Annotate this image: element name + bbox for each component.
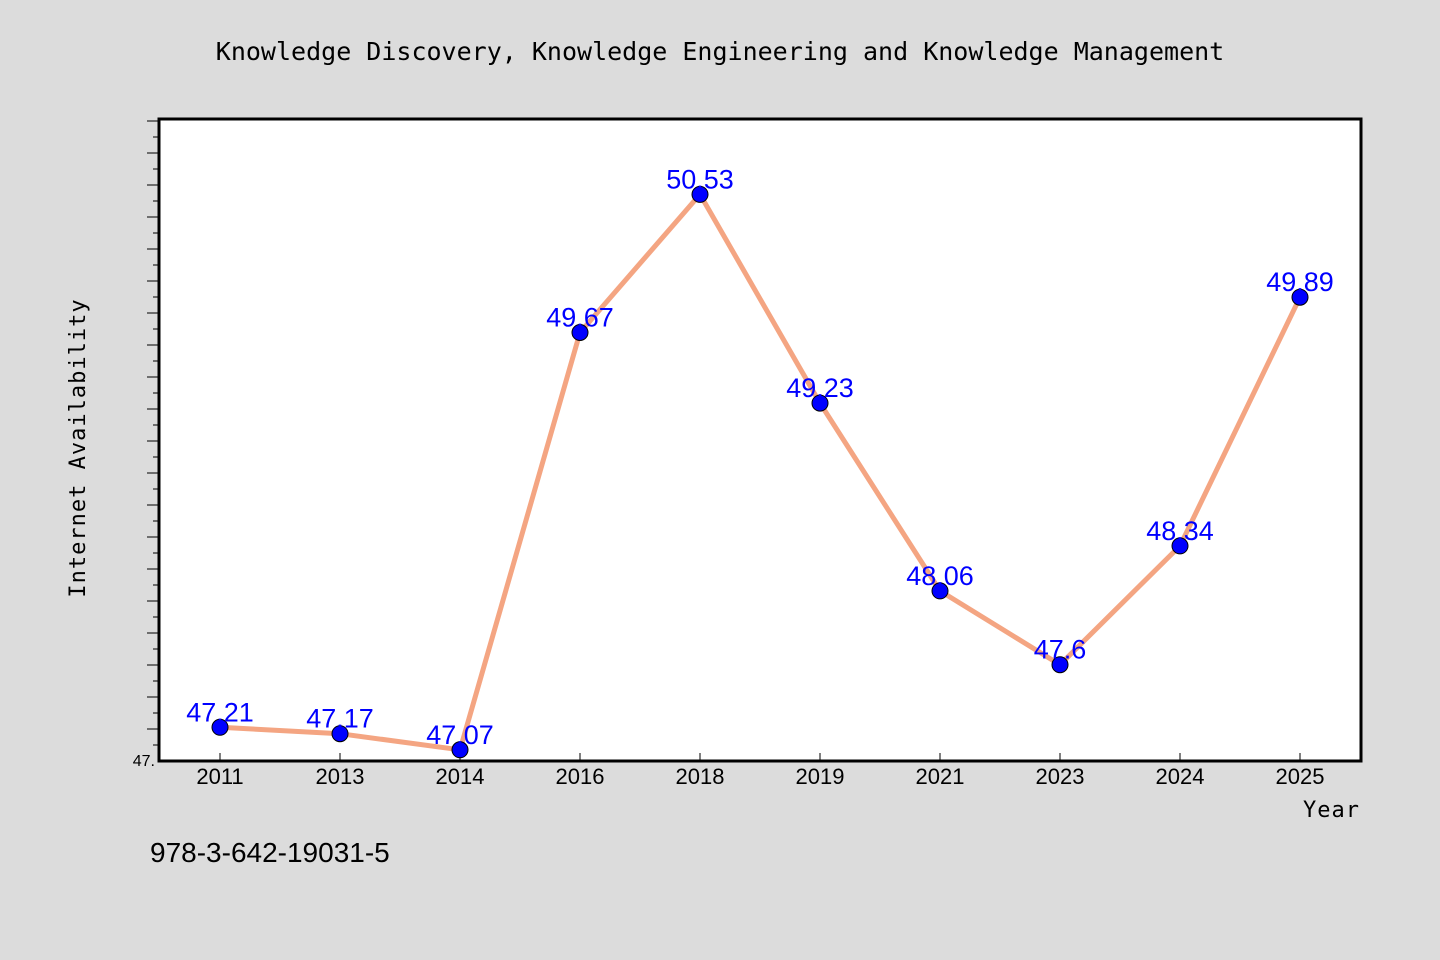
x-axis-label: Year [1303, 798, 1360, 823]
data-point [1051, 656, 1069, 674]
data-label: 48.34 [1146, 516, 1214, 546]
x-tick-label: 2018 [676, 764, 725, 789]
chart-title: Knowledge Discovery, Knowledge Engineeri… [216, 37, 1224, 66]
data-point [451, 741, 469, 759]
data-point [1171, 537, 1189, 555]
x-tick-label: 2014 [436, 764, 485, 789]
x-tick-label: 2013 [316, 764, 365, 789]
x-tick-label: 2025 [1276, 764, 1325, 789]
y-axis-label: Internet Availability [66, 298, 91, 597]
footer-isbn: 978-3-642-19031-5 [150, 837, 390, 868]
x-axis-tick-labels: 2011 2013 2014 2016 2018 2019 2021 2023 2024 2025 [196, 764, 1324, 789]
data-label: 49.89 [1266, 267, 1334, 297]
data-label: 47.07 [426, 720, 494, 750]
data-label: 47.6 [1034, 635, 1087, 665]
data-label: 49.67 [546, 302, 614, 332]
x-tick-label: 2021 [916, 764, 965, 789]
series-line [219, 191, 1303, 753]
series-data-labels: 47.21 47.17 47.07 49.67 50.53 49.23 48.06 47.6 4… [186, 164, 1334, 749]
data-label: 47.17 [306, 704, 374, 734]
plot-area [157, 117, 1363, 763]
data-point [811, 394, 829, 412]
x-tick-label: 2011 [196, 764, 243, 789]
data-point [211, 718, 229, 736]
x-tick-label: 2016 [556, 764, 605, 789]
y-tick-label: 47. [133, 753, 155, 770]
x-axis-ticks [219, 753, 1301, 761]
x-tick-label: 2024 [1156, 764, 1205, 789]
data-point [691, 185, 709, 203]
data-label: 49.23 [786, 373, 854, 403]
x-tick-label: 2023 [1036, 764, 1085, 789]
data-point [331, 725, 349, 743]
data-point [931, 582, 949, 600]
data-point [1291, 288, 1309, 306]
data-label: 48.06 [906, 561, 974, 591]
data-point [571, 324, 589, 341]
data-label: 47.21 [186, 697, 254, 727]
x-tick-label: 2019 [796, 764, 845, 789]
series-markers [211, 185, 1309, 759]
y-axis-ticks [147, 120, 159, 746]
data-label: 50.53 [666, 164, 734, 194]
